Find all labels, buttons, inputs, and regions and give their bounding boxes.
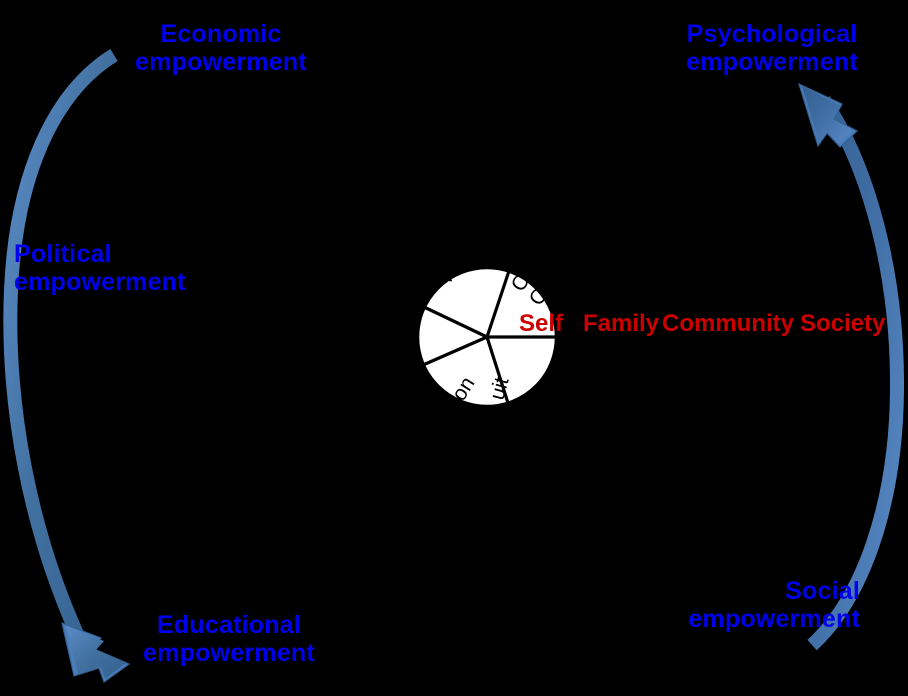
label-level-family: Family <box>583 310 660 337</box>
label-educational-empowerment: Educational empowerment <box>143 611 315 667</box>
label-psychological-empowerment: Psychological empowerment <box>686 20 858 76</box>
label-economic-empowerment: Economic empowerment <box>135 20 307 76</box>
label-level-community: Community <box>662 310 794 337</box>
label-level-society: Society <box>800 310 886 337</box>
label-political-empowerment: Political empowerment <box>14 240 186 296</box>
pie-dividers <box>421 269 558 405</box>
wedge-label-left: e <box>388 362 414 383</box>
label-social-empowerment: Social empowerment <box>688 577 860 633</box>
label-level-self: Self <box>519 310 564 337</box>
